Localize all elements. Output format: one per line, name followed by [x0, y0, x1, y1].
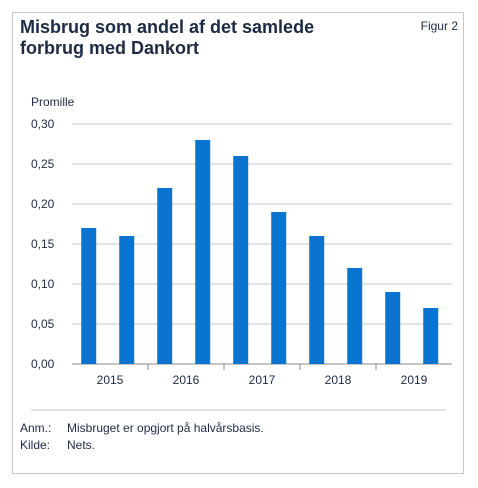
bar — [81, 228, 97, 364]
notes: Anm.: Misbruget er opgjort på halvårsbas… — [20, 420, 264, 454]
chart-title: Misbrug som andel af det samlede forbrug… — [20, 17, 315, 58]
bar — [309, 236, 325, 364]
bar — [385, 292, 401, 364]
x-tick-label: 2018 — [325, 373, 352, 387]
x-tick-label: 2015 — [97, 373, 124, 387]
note-source-key: Kilde: — [20, 438, 51, 452]
bar — [157, 188, 173, 364]
y-tick-label: 0,30 — [31, 117, 55, 131]
note-source: Kilde: Nets. — [20, 437, 264, 454]
y-tick-label: 0,15 — [31, 237, 55, 251]
x-tick-label: 2019 — [401, 373, 428, 387]
x-tick-label: 2017 — [249, 373, 276, 387]
figure-label: Figur 2 — [420, 19, 458, 33]
bar — [233, 156, 249, 364]
note-remark-text: Misbruget er opgjort på halvårsbasis. — [67, 421, 264, 435]
note-remark-key: Anm.: — [20, 421, 52, 435]
y-tick-label: 0,20 — [31, 197, 55, 211]
bar — [119, 236, 135, 364]
bar — [271, 212, 287, 364]
y-tick-label: 0,00 — [31, 357, 55, 371]
y-tick-label: 0,10 — [31, 277, 55, 291]
bar — [423, 308, 439, 364]
bar — [347, 268, 363, 364]
bar — [195, 140, 211, 364]
note-source-text: Nets. — [67, 438, 96, 452]
x-tick-label: 2016 — [173, 373, 200, 387]
y-axis-label: Promille — [31, 95, 75, 109]
note-remark: Anm.: Misbruget er opgjort på halvårsbas… — [20, 420, 264, 437]
y-tick-label: 0,05 — [31, 317, 55, 331]
y-tick-label: 0,25 — [31, 157, 55, 171]
